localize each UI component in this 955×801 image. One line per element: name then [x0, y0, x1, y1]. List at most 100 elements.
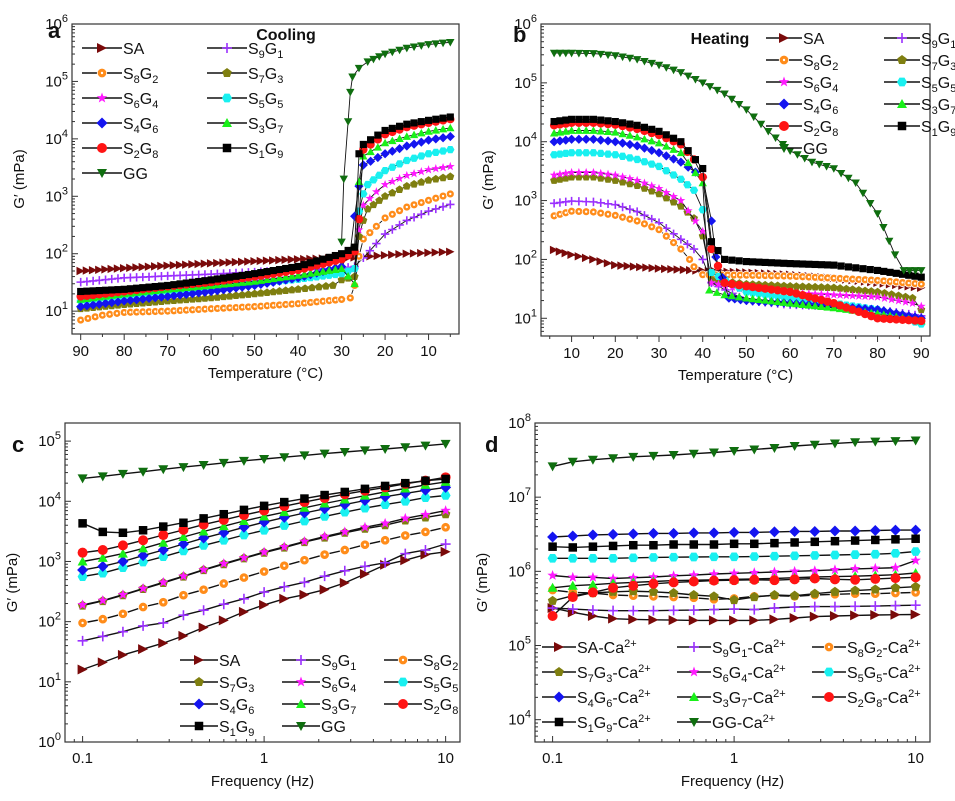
data-point	[587, 587, 598, 598]
data-point	[810, 289, 820, 298]
data-point	[911, 534, 920, 544]
data-point-hole	[424, 530, 427, 534]
legend-text-part: G	[236, 719, 248, 736]
data-point	[647, 136, 656, 145]
data-point	[257, 269, 265, 277]
legend-subscript: 5	[932, 83, 938, 95]
data-point	[380, 138, 390, 147]
legend-marker	[222, 43, 232, 53]
data-point	[320, 490, 329, 500]
legend-subscript: 7	[350, 705, 356, 717]
data-point	[588, 134, 599, 144]
y-tick-label: 106	[514, 13, 537, 33]
data-point	[668, 154, 679, 164]
series-S1G9	[550, 115, 925, 281]
tick-exponent: 4	[62, 128, 68, 140]
data-point	[625, 154, 635, 162]
data-point-hole	[657, 228, 661, 231]
legend-marker	[194, 655, 204, 665]
data-point	[910, 572, 921, 583]
legend-text-part: G	[938, 53, 950, 70]
data-point	[596, 168, 606, 178]
legend-subscript: 9	[950, 127, 955, 139]
series-GG	[547, 436, 921, 472]
data-point	[250, 289, 259, 298]
data-point	[244, 270, 252, 279]
legend-item-SA: SA	[180, 653, 241, 670]
legend-item-S1G9: S1G9	[207, 141, 283, 161]
data-point	[587, 579, 598, 589]
y-tick-label: 105	[38, 430, 61, 450]
legend-label: S6G4	[321, 675, 356, 695]
data-point	[318, 267, 328, 275]
x-tick-label: 10	[437, 750, 454, 767]
data-point	[667, 264, 676, 274]
data-point	[824, 261, 832, 269]
data-point	[870, 584, 881, 594]
tick-exponent: 1	[531, 307, 537, 319]
data-point	[625, 54, 635, 63]
data-point	[879, 314, 888, 323]
data-point	[811, 282, 820, 291]
data-point	[445, 161, 455, 171]
data-point	[97, 560, 109, 572]
data-point	[259, 525, 270, 535]
data-point	[97, 472, 108, 482]
data-point	[734, 280, 744, 290]
data-point	[648, 614, 659, 625]
data-point	[549, 245, 559, 255]
legend-text-part: G	[236, 675, 248, 692]
data-point	[269, 266, 277, 275]
data-point	[850, 574, 861, 585]
legend-text-part: S	[712, 690, 723, 707]
data-point	[729, 604, 740, 615]
data-point	[767, 259, 775, 267]
data-point	[198, 526, 209, 536]
data-point	[589, 115, 598, 123]
data-point	[403, 120, 411, 128]
data-point	[138, 620, 149, 631]
data-point-hole	[782, 274, 786, 278]
x-tick-label: 40	[694, 345, 711, 362]
plot-frame	[64, 422, 461, 743]
data-point	[119, 296, 129, 306]
data-point	[568, 543, 578, 552]
data-point	[689, 244, 699, 254]
data-point	[699, 164, 707, 173]
data-point-hole	[801, 275, 804, 278]
data-point	[126, 285, 134, 293]
data-point	[294, 285, 303, 293]
series-S5G5	[77, 491, 451, 581]
data-point	[662, 193, 671, 202]
data-point	[170, 281, 178, 289]
data-point-hole	[315, 300, 318, 304]
data-point	[742, 282, 751, 291]
data-point	[688, 449, 699, 459]
legend-subscript: 1	[741, 648, 747, 660]
legend-text-part: S	[248, 91, 259, 108]
data-point	[648, 553, 659, 562]
data-point-hole	[154, 310, 157, 313]
data-point	[910, 554, 921, 565]
y-tick-label: 101	[38, 671, 61, 691]
data-point	[237, 282, 247, 292]
x-tick-label: 20	[377, 343, 394, 360]
data-point-hole	[592, 210, 595, 214]
data-point	[178, 546, 189, 556]
data-point	[420, 545, 431, 556]
panel-title: Cooling	[256, 27, 316, 44]
data-point	[910, 581, 921, 591]
legend-label: S9G1-Ca2+	[712, 638, 786, 660]
legend-text-part: S	[123, 66, 134, 83]
data-point	[627, 528, 639, 540]
legend-label: S1G9	[248, 141, 283, 161]
data-point	[438, 247, 448, 257]
legend-marker	[193, 698, 205, 710]
legend-text-part: S	[921, 119, 932, 136]
data-point	[866, 200, 875, 208]
data-point	[589, 167, 598, 177]
data-point	[633, 121, 641, 129]
tick-base: 10	[508, 489, 525, 506]
legend-subscript: 4	[832, 83, 838, 95]
tick-exponent: 0	[55, 731, 61, 743]
